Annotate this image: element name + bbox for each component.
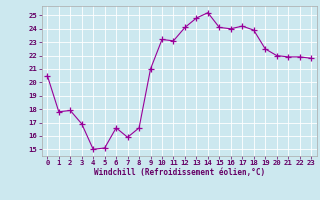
X-axis label: Windchill (Refroidissement éolien,°C): Windchill (Refroidissement éolien,°C) (94, 168, 265, 177)
